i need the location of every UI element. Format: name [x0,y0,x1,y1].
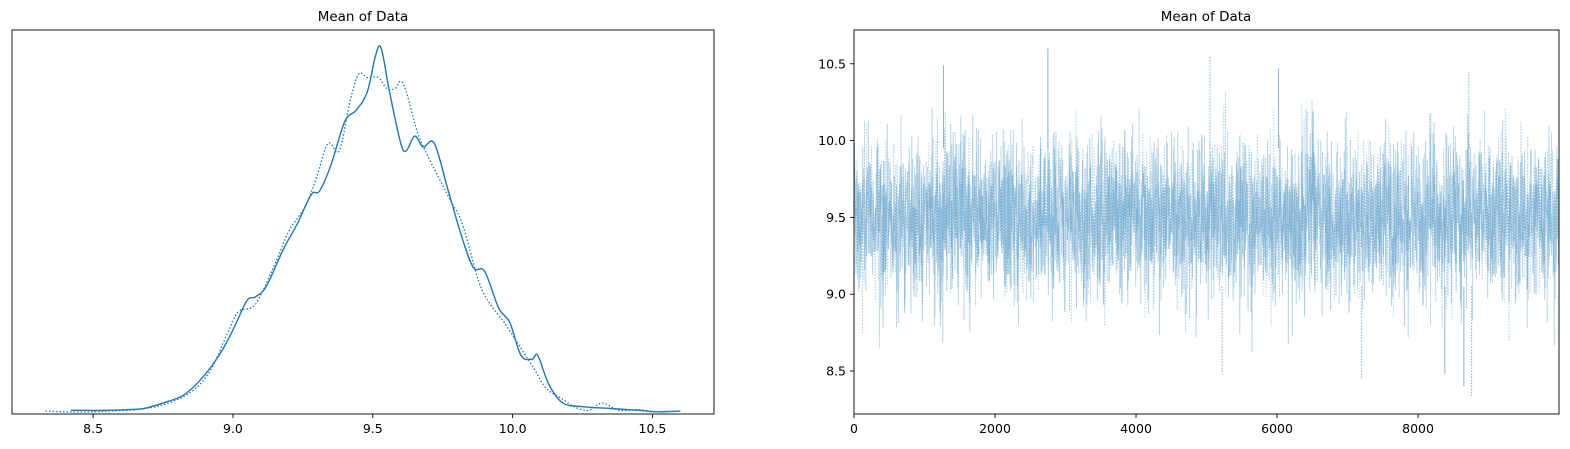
density-series-2-line [45,72,653,413]
trace-x-tick-label: 2000 [979,421,1011,436]
trace-plot-frame [853,29,1560,415]
trace-panel: Mean of Data 0 2000 4000 6000 8000 8.5 9.0 9.5… [818,9,1560,436]
trace-x-tick-label: 8000 [1402,421,1434,436]
density-x-tick-label: 8.5 [83,421,103,436]
trace-x-tick-label: 0 [850,421,858,436]
density-panel: Mean of Data 8.5 9.0 9.5 10.0 10.5 [11,9,715,436]
trace-y-tick-label: 10.5 [818,56,846,71]
density-x-tick-label: 10.5 [639,421,667,436]
trace-y-tick-label: 10.0 [818,133,846,148]
trace-x-tick-label: 6000 [1261,421,1293,436]
trace-y-ticks: 8.5 9.0 9.5 10.0 10.5 [818,56,854,378]
density-x-tick-label: 9.5 [363,421,383,436]
density-series-1-line [70,45,681,413]
density-plot-frame [11,29,715,415]
density-x-tick-label: 10.0 [499,421,527,436]
trace-y-tick-label: 9.0 [826,287,846,302]
trace-chain-1-line [854,108,1559,352]
density-series-group [45,45,681,413]
trace-y-tick-label: 8.5 [826,363,846,378]
trace-title: Mean of Data [1161,9,1252,25]
trace-series-group [854,48,1559,398]
density-x-ticks: 8.5 9.0 9.5 10.0 10.5 [83,414,666,436]
trace-chain-2-line [854,92,1559,349]
trace-x-ticks: 0 2000 4000 6000 8000 [850,414,1434,436]
density-x-tick-label: 9.0 [223,421,243,436]
trace-x-tick-label: 4000 [1120,421,1152,436]
density-title: Mean of Data [318,9,409,25]
trace-y-tick-label: 9.5 [826,210,846,225]
